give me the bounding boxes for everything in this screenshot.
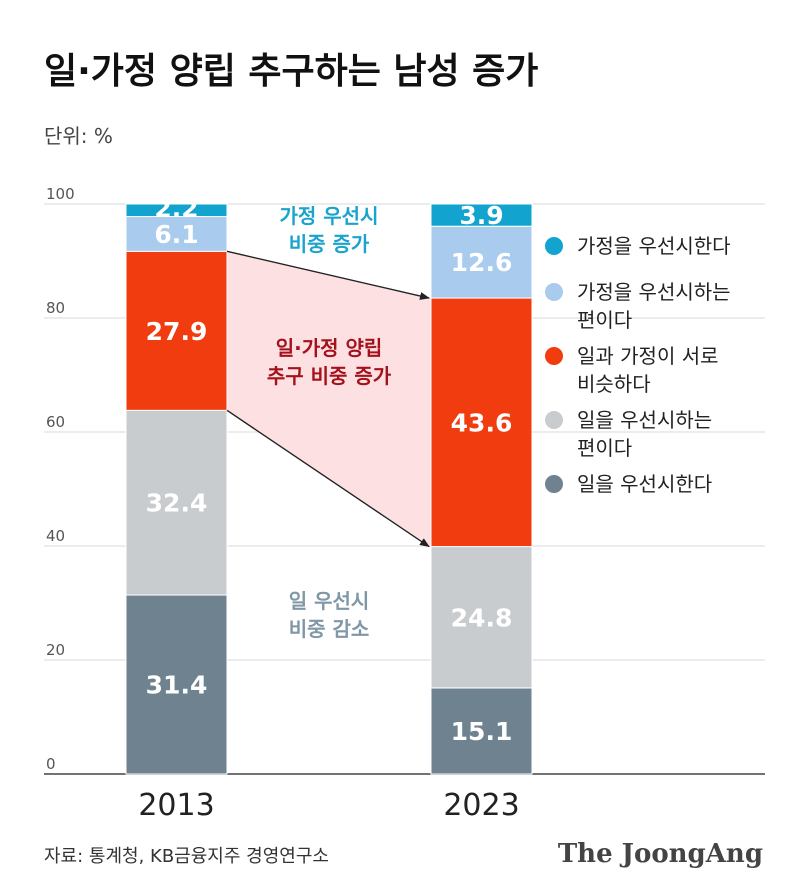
legend-swatch bbox=[545, 283, 563, 301]
data-label: 43.6 bbox=[451, 408, 513, 437]
legend-label: 편이다 bbox=[577, 308, 632, 332]
legend-label: 가정을 우선시한다 bbox=[577, 234, 731, 258]
data-label: 15.1 bbox=[451, 717, 513, 746]
unit-label: 단위: % bbox=[44, 124, 113, 148]
bar-segment bbox=[125, 594, 228, 775]
legend-label: 가정을 우선시하는 bbox=[577, 280, 731, 304]
legend-label: 일을 우선시하는 bbox=[577, 408, 712, 432]
y-tick-label: 100 bbox=[46, 185, 75, 203]
bar-segment bbox=[125, 203, 228, 218]
highlight-band bbox=[227, 251, 431, 547]
plot-area: 0 20 40 60 80 100 31.4 32.4 27.9 6.12.2 2013 15.1 24… bbox=[44, 185, 765, 823]
bar-segment bbox=[125, 216, 228, 252]
bar-segment bbox=[430, 297, 533, 548]
legend-swatch bbox=[545, 347, 563, 365]
annotation-text: 일 우선시 bbox=[289, 589, 370, 613]
trend-arrow bbox=[226, 409, 430, 548]
annotation-text: 비중 감소 bbox=[289, 617, 370, 641]
data-label: 2.2 bbox=[154, 194, 198, 223]
x-tick-label: 2023 bbox=[443, 788, 519, 823]
data-label: 6.1 bbox=[154, 220, 198, 249]
bar-segment bbox=[430, 225, 533, 299]
data-label: 27.9 bbox=[146, 317, 208, 346]
bar-segment bbox=[125, 250, 228, 411]
y-tick-label: 60 bbox=[46, 413, 65, 431]
data-label: 3.9 bbox=[459, 201, 503, 230]
legend-swatch bbox=[545, 475, 563, 493]
bar-segment bbox=[430, 687, 533, 775]
annotation-text: 일·가정 양립 bbox=[276, 336, 383, 360]
annotation-text: 가정 우선시 bbox=[280, 204, 379, 228]
y-tick-label: 80 bbox=[46, 299, 65, 317]
legend-label: 편이다 bbox=[577, 436, 632, 460]
annotation-text: 추구 비중 증가 bbox=[267, 364, 392, 388]
x-tick-label: 2013 bbox=[138, 788, 214, 823]
trend-arrow bbox=[226, 250, 430, 300]
annotation-text: 비중 증가 bbox=[289, 232, 370, 256]
legend-label: 비슷하다 bbox=[577, 372, 651, 396]
y-tick-label: 20 bbox=[46, 641, 65, 659]
y-tick-label: 40 bbox=[46, 527, 65, 545]
chart-title: 일·가정 양립 추구하는 남성 증가 bbox=[44, 51, 538, 92]
bar-segment bbox=[430, 203, 533, 227]
source-note: 자료: 통계청, KB금융지주 경영연구소 bbox=[44, 846, 329, 867]
bar-segment bbox=[430, 546, 533, 689]
bar-segment bbox=[125, 409, 228, 596]
y-tick-label: 0 bbox=[46, 755, 56, 773]
data-label: 32.4 bbox=[146, 489, 208, 518]
publisher-logo: The JoongAng bbox=[558, 839, 763, 869]
legend-swatch bbox=[545, 411, 563, 429]
data-label: 12.6 bbox=[451, 248, 513, 277]
data-label: 31.4 bbox=[146, 671, 208, 700]
legend-label: 일과 가정이 서로 bbox=[577, 344, 719, 368]
legend-label: 일을 우선시한다 bbox=[577, 472, 712, 496]
data-label: 24.8 bbox=[451, 603, 513, 632]
legend-swatch bbox=[545, 237, 563, 255]
